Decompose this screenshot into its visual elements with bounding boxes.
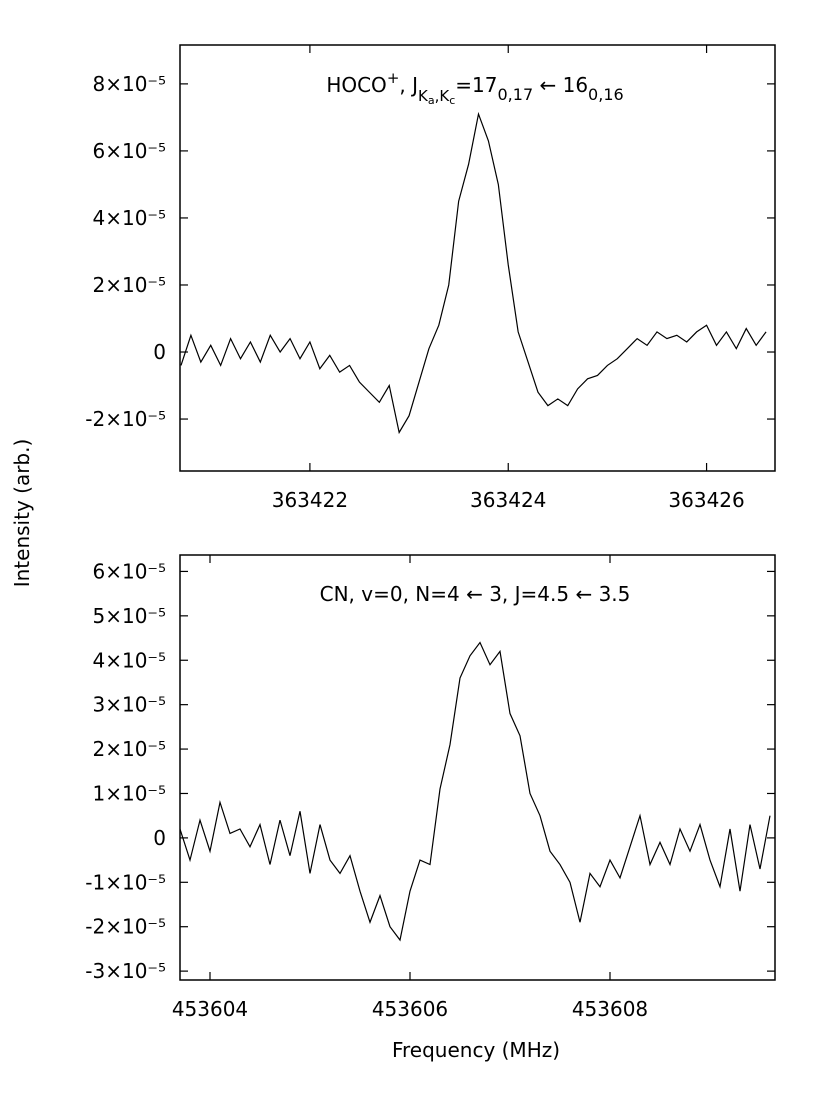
panel-annotation: HOCO+, JKa,Kc=170,17 ← 160,16 — [326, 69, 623, 107]
y-tick-label: 1×10⁻⁵ — [92, 781, 166, 805]
annotation-part: a — [428, 94, 435, 107]
x-tick-label: 363426 — [668, 488, 744, 512]
annotation-part: HOCO — [326, 73, 387, 97]
y-tick-label: 0 — [153, 340, 166, 364]
y-tick-label: 2×10⁻⁵ — [92, 737, 166, 761]
annotation-part: + — [387, 69, 400, 87]
annotation-part: ← 16 — [533, 73, 588, 97]
y-tick-label: 0 — [153, 826, 166, 850]
y-tick-label: -3×10⁻⁵ — [85, 959, 166, 983]
spectrum-line — [179, 641, 771, 942]
y-tick-label: 5×10⁻⁵ — [92, 604, 166, 628]
y-tick-label: -1×10⁻⁵ — [85, 870, 166, 894]
x-tick-label: 453606 — [372, 997, 448, 1021]
annotation-part: c — [449, 94, 455, 107]
y-axis-label: Intensity (arb.) — [10, 439, 34, 588]
y-tick-label: -2×10⁻⁵ — [85, 407, 166, 431]
plot-frame — [179, 554, 776, 981]
annotation-part: ,K — [435, 87, 451, 105]
annotation-part: =17 — [455, 73, 497, 97]
y-tick-label: 4×10⁻⁵ — [92, 206, 166, 230]
x-tick-label: 453604 — [172, 997, 248, 1021]
y-tick-label: -2×10⁻⁵ — [85, 915, 166, 939]
x-tick-label: 363424 — [470, 488, 546, 512]
annotation-part: 0,17 — [498, 85, 534, 104]
y-tick-label: 3×10⁻⁵ — [92, 693, 166, 717]
y-tick-label: 4×10⁻⁵ — [92, 648, 166, 672]
y-tick-label: 6×10⁻⁵ — [92, 139, 166, 163]
y-tick-label: 8×10⁻⁵ — [92, 72, 166, 96]
spectrum-line — [180, 111, 767, 435]
x-tick-label: 453608 — [572, 997, 648, 1021]
annotation-part: 0,16 — [588, 85, 624, 104]
plot-frame — [179, 44, 776, 472]
annotation-part: K — [418, 87, 429, 105]
annotation-part: , J — [399, 73, 418, 97]
y-tick-label: 2×10⁻⁵ — [92, 273, 166, 297]
panel-annotation: CN, v=0, N=4 ← 3, J=4.5 ← 3.5 — [320, 582, 631, 606]
y-tick-label: 6×10⁻⁵ — [92, 559, 166, 583]
x-axis-label: Frequency (MHz) — [392, 1038, 560, 1062]
x-tick-label: 363422 — [272, 488, 348, 512]
